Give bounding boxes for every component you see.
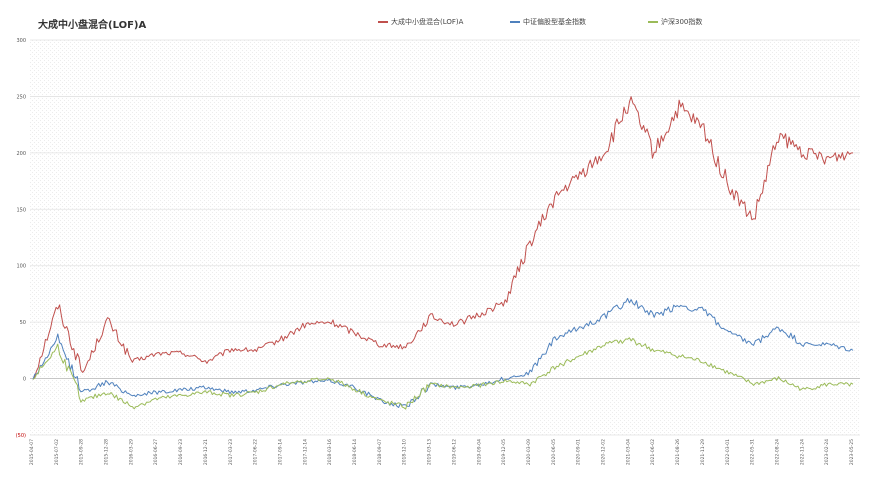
x-tick-label: 2021-06-02 bbox=[650, 439, 656, 465]
x-tick-label: 2022-11-24 bbox=[799, 439, 805, 465]
x-tick-label: 2018-09-07 bbox=[377, 439, 383, 465]
chart-title: 大成中小盘混合(LOF)A bbox=[38, 20, 147, 31]
y-tick-label: (50) bbox=[16, 433, 26, 439]
x-tick-label: 2021-03-04 bbox=[625, 439, 631, 465]
x-tick-label: 2019-06-12 bbox=[451, 439, 457, 465]
x-tick-label: 2021-11-29 bbox=[700, 439, 706, 465]
x-tick-label: 2015-12-28 bbox=[104, 439, 110, 465]
legend-label-hs300: 沪深300指数 bbox=[661, 18, 703, 26]
y-tick-label: 200 bbox=[16, 151, 26, 157]
y-tick-label: 250 bbox=[16, 94, 26, 100]
plot-background bbox=[30, 40, 860, 435]
series-line-0 bbox=[32, 96, 854, 380]
x-tick-label: 2015-09-28 bbox=[79, 439, 85, 465]
x-tick-label: 2020-12-02 bbox=[601, 439, 607, 465]
legend-item-hs300: 沪深300指数 bbox=[648, 17, 702, 27]
x-tick-label: 2023-05-25 bbox=[849, 439, 855, 465]
legend-label-fund-index: 中证偏股型基金指数 bbox=[523, 18, 586, 26]
x-tick-label: 2016-12-21 bbox=[203, 439, 209, 465]
x-tick-label: 2020-09-01 bbox=[576, 439, 582, 465]
x-tick-label: 2018-12-10 bbox=[402, 439, 408, 465]
x-tick-label: 2017-12-14 bbox=[302, 439, 308, 465]
y-tick-label: 150 bbox=[16, 207, 26, 213]
series-line-2 bbox=[32, 337, 854, 410]
x-tick-label: 2019-09-04 bbox=[476, 439, 482, 465]
x-tick-label: 2021-08-26 bbox=[675, 439, 681, 465]
x-tick-label: 2022-03-01 bbox=[725, 439, 731, 465]
x-tick-label: 2022-08-24 bbox=[774, 439, 780, 465]
y-tick-label: 100 bbox=[16, 264, 26, 270]
y-tick-label: 50 bbox=[20, 320, 26, 326]
x-tick-label: 2018-03-16 bbox=[327, 439, 333, 465]
legend-swatch-fund-index bbox=[510, 21, 520, 23]
y-tick-label: 300 bbox=[16, 38, 26, 44]
x-tick-label: 2023-02-24 bbox=[824, 439, 830, 465]
y-tick-label: 0 bbox=[23, 377, 26, 383]
legend-swatch-hs300 bbox=[648, 21, 658, 23]
x-tick-label: 2018-06-14 bbox=[352, 439, 358, 465]
x-tick-label: 2019-03-13 bbox=[427, 439, 433, 465]
x-tick-label: 2016-09-23 bbox=[178, 439, 184, 465]
x-tick-label: 2016-06-27 bbox=[153, 439, 159, 465]
x-tick-label: 2017-09-14 bbox=[277, 439, 283, 465]
x-tick-label: 2016-03-29 bbox=[128, 439, 134, 465]
x-tick-label: 2017-06-22 bbox=[253, 439, 259, 465]
x-tick-label: 2020-03-09 bbox=[526, 439, 532, 465]
legend-label-fund: 大成中小盘混合(LOF)A bbox=[391, 18, 464, 26]
x-tick-label: 2017-03-23 bbox=[228, 439, 234, 465]
legend-swatch-fund bbox=[378, 21, 388, 23]
x-tick-label: 2019-12-05 bbox=[501, 439, 507, 465]
legend-item-fund-index: 中证偏股型基金指数 bbox=[510, 17, 586, 27]
x-tick-label: 2022-05-31 bbox=[750, 439, 756, 465]
x-tick-label: 2020-06-05 bbox=[551, 439, 557, 465]
legend-item-fund: 大成中小盘混合(LOF)A bbox=[378, 17, 463, 27]
series-line-1 bbox=[32, 297, 854, 408]
x-tick-label: 2015-04-07 bbox=[29, 439, 35, 465]
x-tick-label: 2015-07-02 bbox=[54, 439, 60, 465]
